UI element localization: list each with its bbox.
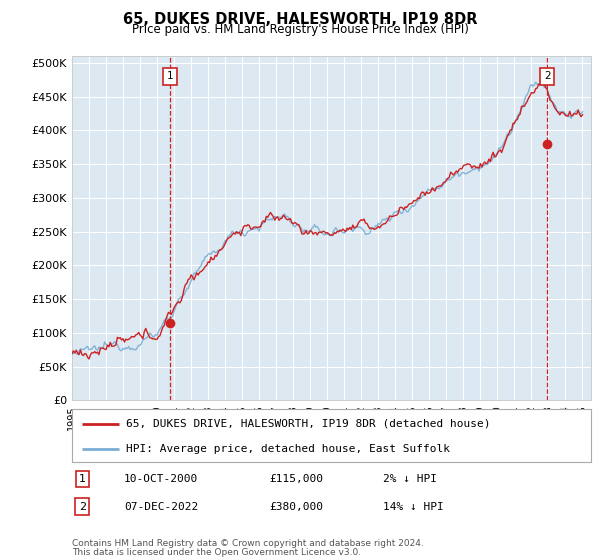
- Text: 65, DUKES DRIVE, HALESWORTH, IP19 8DR: 65, DUKES DRIVE, HALESWORTH, IP19 8DR: [123, 12, 477, 27]
- Text: Contains HM Land Registry data © Crown copyright and database right 2024.: Contains HM Land Registry data © Crown c…: [72, 539, 424, 548]
- Text: 07-DEC-2022: 07-DEC-2022: [124, 502, 198, 512]
- Text: 65, DUKES DRIVE, HALESWORTH, IP19 8DR (detached house): 65, DUKES DRIVE, HALESWORTH, IP19 8DR (d…: [127, 419, 491, 429]
- Text: 1: 1: [79, 474, 86, 484]
- Text: £380,000: £380,000: [269, 502, 323, 512]
- Text: 2% ↓ HPI: 2% ↓ HPI: [383, 474, 437, 484]
- Text: 10-OCT-2000: 10-OCT-2000: [124, 474, 198, 484]
- Text: Price paid vs. HM Land Registry's House Price Index (HPI): Price paid vs. HM Land Registry's House …: [131, 22, 469, 36]
- Text: 14% ↓ HPI: 14% ↓ HPI: [383, 502, 444, 512]
- Text: £115,000: £115,000: [269, 474, 323, 484]
- Text: 2: 2: [544, 71, 550, 81]
- Text: This data is licensed under the Open Government Licence v3.0.: This data is licensed under the Open Gov…: [72, 548, 361, 557]
- Text: 1: 1: [167, 71, 173, 81]
- Text: HPI: Average price, detached house, East Suffolk: HPI: Average price, detached house, East…: [127, 444, 451, 454]
- Text: 2: 2: [79, 502, 86, 512]
